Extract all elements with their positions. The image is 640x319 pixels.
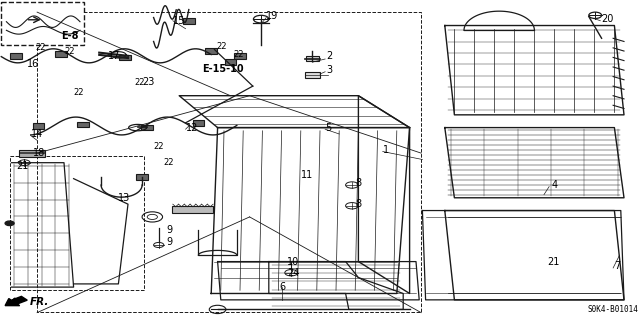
Text: 22: 22: [35, 43, 45, 52]
Bar: [183, 18, 195, 24]
Text: 4: 4: [552, 180, 558, 190]
Text: 7: 7: [614, 261, 621, 271]
Text: 11: 11: [301, 170, 313, 180]
Bar: [15, 19, 24, 24]
Text: 21: 21: [17, 161, 29, 171]
Text: 19: 19: [266, 11, 278, 21]
Text: FR.: FR.: [29, 297, 49, 308]
Bar: [33, 123, 44, 129]
Circle shape: [5, 221, 14, 226]
Text: 6: 6: [279, 282, 285, 292]
Text: 22: 22: [74, 88, 84, 97]
Bar: [172, 206, 213, 213]
Text: 22: 22: [163, 158, 173, 167]
Bar: [55, 51, 67, 57]
Bar: [42, 19, 51, 24]
Text: 13: 13: [118, 193, 131, 203]
Bar: [205, 48, 217, 54]
Text: 21: 21: [547, 256, 559, 267]
Text: 9: 9: [166, 225, 173, 235]
Bar: [119, 55, 131, 60]
Text: 23: 23: [142, 77, 154, 87]
Bar: [77, 122, 89, 127]
Bar: [136, 174, 148, 180]
Bar: [10, 156, 144, 290]
FancyArrow shape: [5, 296, 28, 306]
Text: 10: 10: [287, 256, 299, 267]
Text: 18: 18: [33, 148, 45, 158]
Text: 12: 12: [186, 122, 198, 133]
Text: 16: 16: [27, 59, 39, 69]
Bar: [37, 12, 421, 312]
Bar: [225, 59, 236, 65]
Bar: [234, 53, 246, 59]
Text: E-8: E-8: [61, 31, 78, 41]
Text: 8: 8: [356, 178, 362, 189]
Text: 3: 3: [326, 65, 333, 75]
Text: 2: 2: [326, 51, 333, 61]
Text: 14: 14: [31, 129, 43, 139]
Text: 1: 1: [383, 145, 389, 155]
Text: 22: 22: [134, 78, 145, 87]
Text: 22: 22: [216, 42, 227, 51]
Text: 15: 15: [173, 16, 185, 26]
Text: S0K4-B01014: S0K4-B01014: [588, 305, 639, 314]
Bar: [1, 2, 84, 45]
Text: 24: 24: [287, 268, 300, 278]
Text: 22: 22: [64, 47, 74, 56]
Bar: [306, 56, 319, 61]
Text: E-15-10: E-15-10: [202, 63, 244, 74]
Text: 8: 8: [356, 199, 362, 209]
Text: 17: 17: [108, 51, 120, 61]
Text: 22: 22: [234, 50, 244, 59]
Bar: [193, 120, 204, 126]
Bar: [19, 150, 45, 157]
Bar: [305, 72, 320, 78]
Bar: [10, 53, 22, 59]
Text: 9: 9: [166, 237, 173, 248]
Text: 20: 20: [602, 14, 614, 24]
Bar: [141, 125, 153, 130]
Text: 5: 5: [325, 122, 332, 133]
Text: 22: 22: [154, 142, 164, 151]
